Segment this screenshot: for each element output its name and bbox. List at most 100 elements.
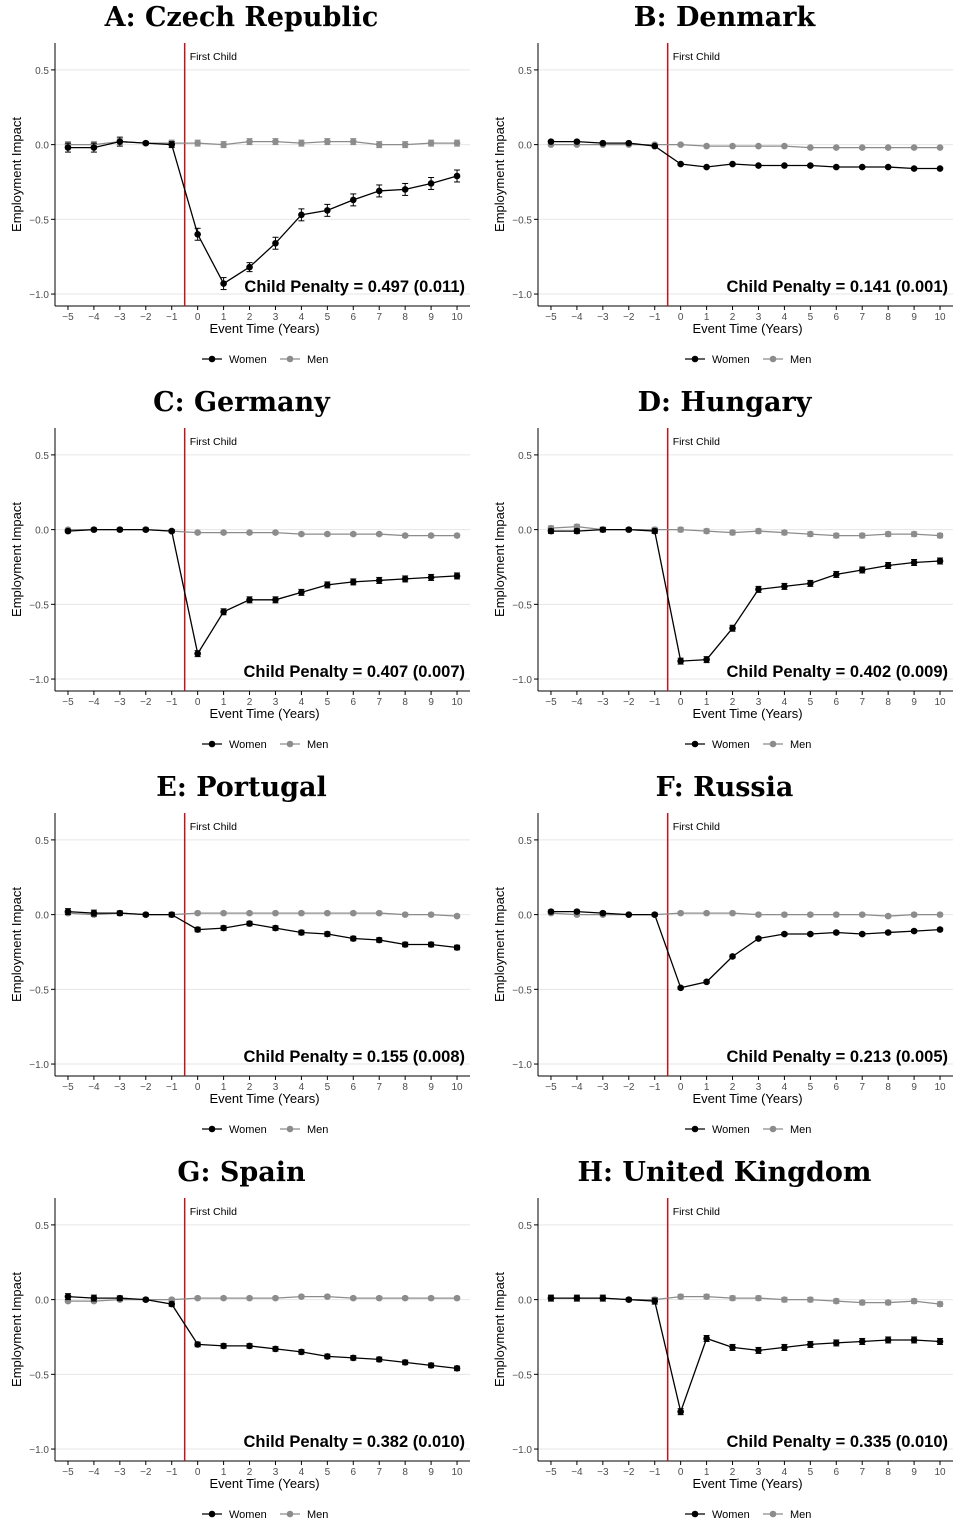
y-tick-label: 0.5 xyxy=(518,836,532,847)
x-tick-label: 5 xyxy=(325,312,331,323)
data-point-women xyxy=(651,527,659,535)
data-point-men xyxy=(194,139,201,147)
x-axis-label: Event Time (Years) xyxy=(692,321,802,336)
chart-panel: C: Germany −1.0 −0.5 0.0 0.5 −5 −4 −3 −2 −1 0 1 2 3 4 5… xyxy=(0,385,483,770)
x-tick-label: 4 xyxy=(782,697,788,708)
y-tick-label: −1.0 xyxy=(512,290,532,301)
x-tick-label: 3 xyxy=(273,1467,279,1478)
series-line-women xyxy=(551,528,941,662)
x-tick-label: −4 xyxy=(88,1467,100,1478)
chart-panel: E: Portugal −1.0 −0.5 0.0 0.5 −5 −4 −3 −2 −1 0 1 2 3 4… xyxy=(0,770,483,1155)
data-point-men xyxy=(677,1293,684,1300)
data-point-men xyxy=(401,532,409,539)
x-tick-label: −2 xyxy=(623,697,635,708)
x-tick-label: 1 xyxy=(221,1082,227,1093)
data-point-men xyxy=(781,1296,788,1303)
data-point-women xyxy=(781,1344,788,1351)
data-point-women xyxy=(116,1294,124,1302)
y-tick-label: −0.5 xyxy=(29,985,49,996)
data-point-women xyxy=(401,575,409,583)
legend-marker-women xyxy=(691,355,699,363)
legend-marker-men xyxy=(769,1125,777,1133)
data-point-women xyxy=(599,1294,607,1302)
y-tick-label: −1.0 xyxy=(29,675,49,686)
data-point-women xyxy=(142,911,150,918)
data-point-men xyxy=(936,144,944,151)
data-point-women xyxy=(573,908,581,915)
event-label: First Child xyxy=(673,1206,720,1218)
x-tick-label: 10 xyxy=(934,697,946,708)
x-tick-label: 9 xyxy=(911,312,917,323)
data-point-men xyxy=(936,911,944,918)
data-point-women xyxy=(349,1354,357,1362)
data-point-men xyxy=(349,138,357,145)
legend-label-women: Women xyxy=(712,1509,750,1521)
data-point-women xyxy=(807,930,814,938)
y-tick-label: 0.0 xyxy=(518,141,532,152)
data-point-women xyxy=(781,583,788,590)
x-tick-label: 10 xyxy=(934,312,946,323)
data-point-women xyxy=(375,1356,383,1363)
x-tick-label: −1 xyxy=(649,1082,661,1093)
child-penalty-annotation: Child Penalty = 0.407 (0.007) xyxy=(244,663,465,681)
data-point-women xyxy=(547,1294,555,1302)
data-point-women xyxy=(427,1362,435,1369)
x-axis-label: Event Time (Years) xyxy=(209,321,319,336)
x-tick-label: −5 xyxy=(62,1467,74,1478)
data-point-women xyxy=(729,953,736,960)
data-point-men xyxy=(246,909,253,917)
data-point-men xyxy=(194,1294,201,1302)
y-tick-label: 0.0 xyxy=(35,911,49,922)
data-point-men xyxy=(910,144,918,151)
data-point-women xyxy=(116,526,124,533)
legend-label-men: Men xyxy=(307,354,328,366)
x-tick-label: 6 xyxy=(351,1467,357,1478)
x-tick-label: −3 xyxy=(597,312,609,323)
data-point-women xyxy=(677,657,684,665)
data-point-women xyxy=(324,581,331,589)
series-line-women xyxy=(551,1297,941,1415)
data-point-men xyxy=(401,911,409,918)
data-point-women xyxy=(755,162,762,169)
x-tick-label: −4 xyxy=(88,1082,100,1093)
x-tick-label: 6 xyxy=(351,697,357,708)
data-point-women xyxy=(625,911,633,918)
x-axis-label: Event Time (Years) xyxy=(209,706,319,721)
data-point-women xyxy=(755,586,762,593)
y-axis-label: Employment Impact xyxy=(492,1272,507,1387)
data-point-women xyxy=(832,929,840,936)
x-tick-label: 10 xyxy=(934,1467,946,1478)
data-point-men xyxy=(910,911,918,918)
data-point-women xyxy=(168,141,176,148)
data-point-men xyxy=(349,909,357,917)
y-axis-label: Employment Impact xyxy=(9,887,24,1002)
data-point-men xyxy=(858,532,866,539)
x-tick-label: −5 xyxy=(545,312,557,323)
data-point-women xyxy=(858,566,866,574)
data-point-men xyxy=(858,144,866,151)
x-tick-label: 7 xyxy=(376,1467,382,1478)
y-axis-label: Employment Impact xyxy=(492,502,507,617)
x-tick-label: 0 xyxy=(195,312,201,323)
data-point-women xyxy=(832,163,840,171)
data-point-women xyxy=(298,211,305,219)
data-point-women xyxy=(220,280,227,287)
data-point-men xyxy=(453,532,461,539)
data-point-women xyxy=(220,608,227,616)
data-point-men xyxy=(349,1294,357,1302)
data-point-women xyxy=(755,935,762,942)
data-point-women xyxy=(90,526,98,533)
data-point-women xyxy=(832,1339,840,1347)
data-point-women xyxy=(64,1293,72,1300)
data-point-men xyxy=(936,1300,944,1308)
chart-panel: D: Hungary −1.0 −0.5 0.0 0.5 −5 −4 −3 −2 −1 0 1 2 3 4 5… xyxy=(483,385,966,770)
x-tick-label: 0 xyxy=(195,1467,201,1478)
data-point-men xyxy=(298,909,305,917)
x-tick-label: −2 xyxy=(623,312,635,323)
x-tick-label: 1 xyxy=(704,312,710,323)
chart-svg: −1.0 −0.5 0.0 0.5 −5 −4 −3 −2 −1 0 1 2 3 4 5 6 7 8 9 10 Even… xyxy=(492,1198,953,1521)
x-tick-label: 9 xyxy=(911,1467,917,1478)
data-point-men xyxy=(729,529,736,536)
data-point-men xyxy=(427,139,435,147)
legend-label-women: Women xyxy=(229,1509,267,1521)
